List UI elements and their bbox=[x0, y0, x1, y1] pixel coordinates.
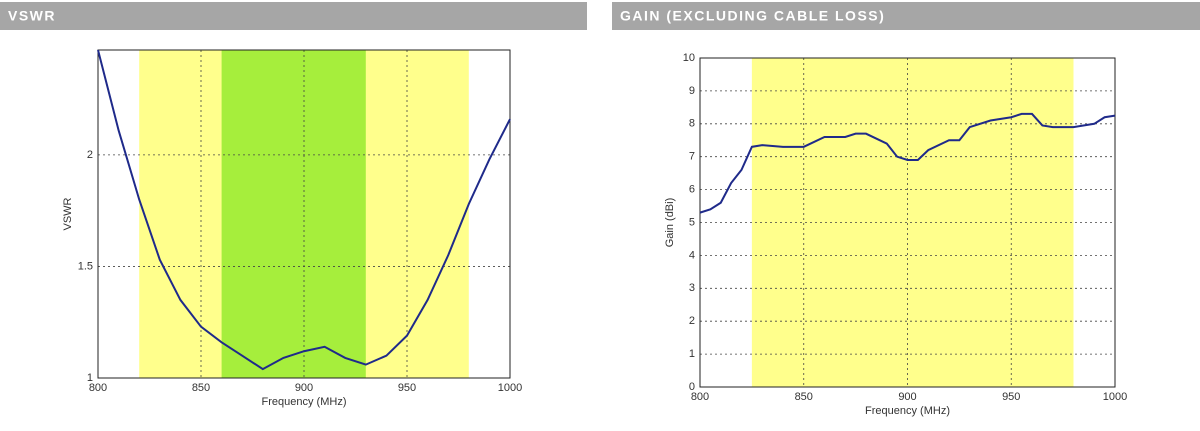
y-tick-label: 4 bbox=[689, 249, 695, 261]
y-axis-label: Gain (dBi) bbox=[664, 198, 676, 248]
y-tick-label: 3 bbox=[689, 282, 695, 294]
x-tick-label: 900 bbox=[898, 391, 916, 403]
header-bar bbox=[0, 2, 587, 30]
y-tick-label: 0 bbox=[689, 381, 695, 393]
y-tick-label: 6 bbox=[689, 184, 695, 196]
y-tick-label: 7 bbox=[689, 151, 695, 163]
y-axis-label: VSWR bbox=[62, 197, 74, 230]
x-axis-label: Frequency (MHz) bbox=[865, 405, 950, 417]
plot-frame bbox=[97, 49, 511, 379]
x-tick-label: 1000 bbox=[1103, 391, 1127, 403]
x-tick-label: 800 bbox=[89, 382, 107, 394]
header-title: VSWR bbox=[8, 8, 56, 24]
y-tick-label: 2 bbox=[689, 315, 695, 327]
x-tick-label: 1000 bbox=[498, 382, 522, 394]
band bbox=[221, 50, 366, 378]
x-tick-label: 900 bbox=[295, 382, 313, 394]
y-tick-label: 1 bbox=[689, 348, 695, 360]
y-tick-label: 10 bbox=[683, 52, 695, 64]
data-line bbox=[699, 112, 1116, 214]
y-tick-label: 1.5 bbox=[78, 260, 93, 272]
y-tick-label: 2 bbox=[87, 149, 93, 161]
header-title: GAIN (EXCLUDING CABLE LOSS) bbox=[620, 8, 885, 24]
y-tick-label: 1 bbox=[87, 372, 93, 384]
x-tick-label: 800 bbox=[691, 391, 709, 403]
x-tick-label: 950 bbox=[398, 382, 416, 394]
x-axis-label: Frequency (MHz) bbox=[262, 396, 347, 408]
x-tick-label: 950 bbox=[1002, 391, 1020, 403]
plot-frame bbox=[699, 57, 1116, 388]
header-bar bbox=[612, 2, 1200, 30]
y-tick-label: 5 bbox=[689, 216, 695, 228]
y-tick-label: 9 bbox=[689, 85, 695, 97]
data-line bbox=[97, 49, 511, 371]
x-tick-label: 850 bbox=[795, 391, 813, 403]
x-tick-label: 850 bbox=[192, 382, 210, 394]
y-tick-label: 8 bbox=[689, 118, 695, 130]
